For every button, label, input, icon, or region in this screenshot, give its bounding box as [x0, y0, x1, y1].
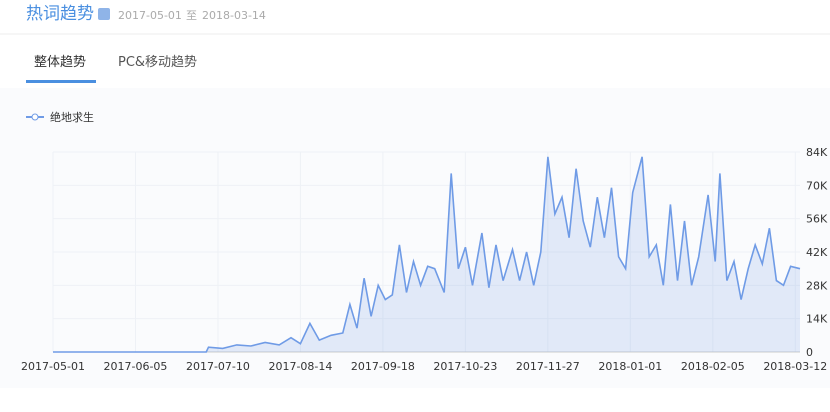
y-tick-label: 84K	[806, 146, 828, 159]
tab-underline	[26, 80, 96, 83]
title: 热词趋势	[26, 4, 94, 24]
chart-bg	[0, 88, 830, 388]
x-tick-label: 2017-10-23	[433, 360, 497, 373]
x-tick-label: 2017-05-01	[21, 360, 85, 373]
y-tick-label: 42K	[806, 246, 828, 259]
tab[interactable]: PC&移动趋势	[118, 54, 197, 70]
end-date: 2018-03-14	[202, 9, 266, 22]
x-tick-label: 2017-07-10	[186, 360, 250, 373]
start-date: 2017-05-01	[118, 9, 182, 22]
x-tick-label: 2017-09-18	[351, 360, 415, 373]
help-icon[interactable]	[98, 8, 110, 20]
y-tick-label: 56K	[806, 213, 828, 226]
line	[53, 156, 801, 353]
tab[interactable]: 整体趋势	[34, 54, 86, 70]
x-tick-label: 2018-02-05	[681, 360, 745, 373]
y-tick-label: 28K	[806, 279, 828, 292]
legend-marker	[31, 113, 39, 121]
y-tick-label: 0	[806, 346, 813, 359]
range-sep: 至	[186, 9, 197, 22]
y-tick-label: 14K	[806, 313, 828, 326]
x-tick-label: 2017-08-14	[268, 360, 332, 373]
y-tick-label: 70K	[806, 179, 828, 192]
x-tick-label: 2018-03-12	[763, 360, 827, 373]
x-tick-label: 2017-06-05	[104, 360, 168, 373]
legend-label[interactable]: 绝地求生	[50, 110, 94, 124]
x-tick-label: 2017-11-27	[516, 360, 580, 373]
x-tick-label: 2018-01-01	[598, 360, 662, 373]
